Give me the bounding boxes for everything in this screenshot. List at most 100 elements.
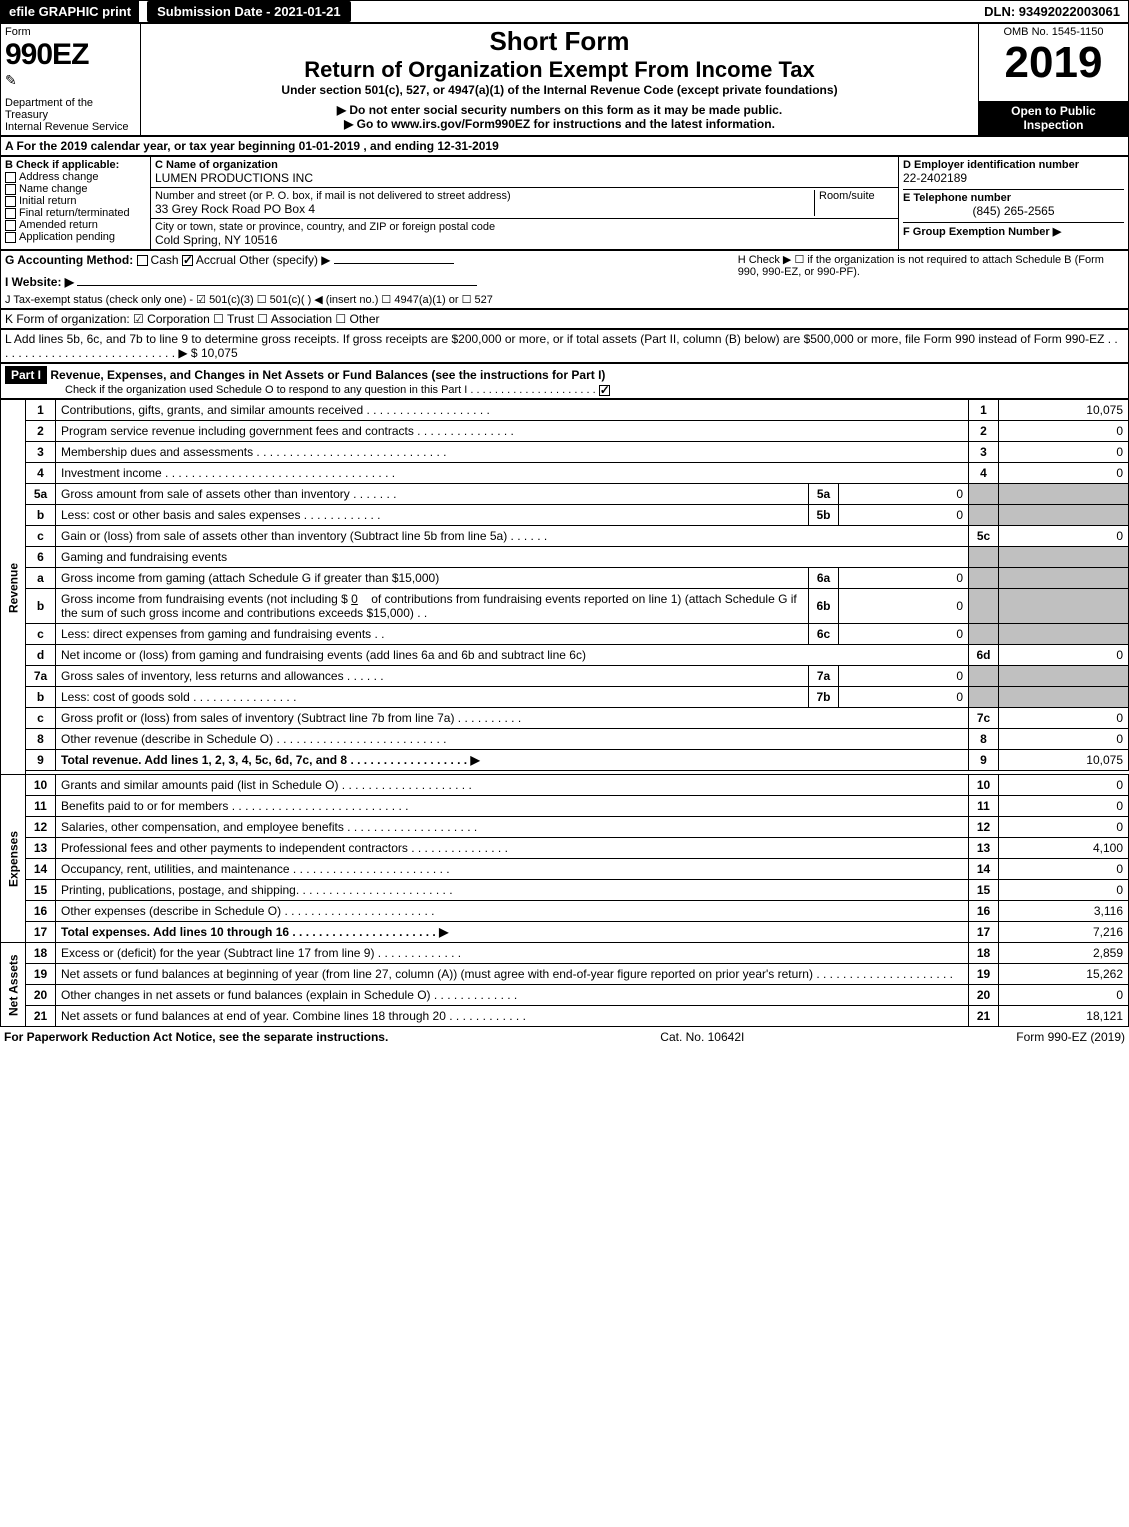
row-1-desc: Contributions, gifts, grants, and simila… <box>56 400 969 421</box>
row-18-num: 18 <box>26 943 56 964</box>
row-9-amt: 10,075 <box>999 750 1129 771</box>
row-9-desc: Total revenue. Add lines 1, 2, 3, 4, 5c,… <box>56 750 969 771</box>
b-item-2: Initial return <box>19 195 76 207</box>
row-6c-box: 6c <box>809 624 839 645</box>
open-to-public: Open to Public Inspection <box>979 101 1129 135</box>
row-5a-desc: Gross amount from sale of assets other t… <box>56 484 809 505</box>
ein-value: 22-2402189 <box>903 171 1124 185</box>
row-8-ln: 8 <box>969 729 999 750</box>
row-6b-val: 0 <box>839 589 969 624</box>
row-6b-d1: Gross income from fundraising events (no… <box>61 592 348 606</box>
row-12-ln: 12 <box>969 817 999 838</box>
irs-label: Internal Revenue Service <box>5 121 136 133</box>
g-accrual: Accrual <box>196 253 236 267</box>
row-10-ln: 10 <box>969 775 999 796</box>
g-other: Other (specify) ▶ <box>239 253 330 267</box>
footer-right: Form 990-EZ (2019) <box>1016 1030 1125 1044</box>
row-7c-amt: 0 <box>999 708 1129 729</box>
row-12-num: 12 <box>26 817 56 838</box>
omb-number: OMB No. 1545-1150 <box>983 26 1124 38</box>
dln-label: DLN: 93492022003061 <box>976 1 1128 22</box>
row-19-num: 19 <box>26 964 56 985</box>
row-4-desc: Investment income . . . . . . . . . . . … <box>56 463 969 484</box>
row-5b-box: 5b <box>809 505 839 526</box>
footer-mid: Cat. No. 10642I <box>660 1030 744 1044</box>
line-g-label: G Accounting Method: <box>5 253 133 267</box>
part-i-label: Part I <box>5 366 47 384</box>
row-14-desc: Occupancy, rent, utilities, and maintena… <box>56 859 969 880</box>
row-13-amt: 4,100 <box>999 838 1129 859</box>
b-item-0: Address change <box>19 171 99 183</box>
top-bar: efile GRAPHIC print Submission Date - 20… <box>0 0 1129 23</box>
row-5b-desc: Less: cost or other basis and sales expe… <box>56 505 809 526</box>
checkbox-name-change[interactable] <box>5 184 16 195</box>
row-16-ln: 16 <box>969 901 999 922</box>
row-5a-box: 5a <box>809 484 839 505</box>
row-20-ln: 20 <box>969 985 999 1006</box>
checkbox-address-change[interactable] <box>5 172 16 183</box>
row-1-num: 1 <box>26 400 56 421</box>
box-b: B Check if applicable: Address change Na… <box>1 157 151 250</box>
row-16-num: 16 <box>26 901 56 922</box>
line-i-label: I Website: ▶ <box>5 275 74 289</box>
efile-label[interactable]: efile GRAPHIC print <box>1 1 139 22</box>
checkbox-final-return[interactable] <box>5 208 16 219</box>
row-4-ln: 4 <box>969 463 999 484</box>
net-assets-section-label: Net Assets <box>1 943 26 1027</box>
checkbox-initial-return[interactable] <box>5 196 16 207</box>
row-13-ln: 13 <box>969 838 999 859</box>
form-number: 990EZ <box>5 38 136 72</box>
row-4-amt: 0 <box>999 463 1129 484</box>
row-1-amt: 10,075 <box>999 400 1129 421</box>
row-7c-desc: Gross profit or (loss) from sales of inv… <box>56 708 969 729</box>
box-c-street-label: Number and street (or P. O. box, if mail… <box>155 190 814 202</box>
row-1-ln: 1 <box>969 400 999 421</box>
b-item-3: Final return/terminated <box>19 207 130 219</box>
submission-date: Submission Date - 2021-01-21 <box>147 1 351 22</box>
row-18-desc: Excess or (deficit) for the year (Subtra… <box>56 943 969 964</box>
row-10-desc: Grants and similar amounts paid (list in… <box>56 775 969 796</box>
row-7c-ln: 7c <box>969 708 999 729</box>
box-e-label: E Telephone number <box>903 189 1124 204</box>
row-13-num: 13 <box>26 838 56 859</box>
row-3-amt: 0 <box>999 442 1129 463</box>
row-15-desc: Printing, publications, postage, and shi… <box>56 880 969 901</box>
row-6a-box: 6a <box>809 568 839 589</box>
row-14-amt: 0 <box>999 859 1129 880</box>
part-i-check-text: Check if the organization used Schedule … <box>65 384 596 396</box>
row-3-ln: 3 <box>969 442 999 463</box>
org-name: LUMEN PRODUCTIONS INC <box>155 171 894 185</box>
row-11-num: 11 <box>26 796 56 817</box>
row-6a-val: 0 <box>839 568 969 589</box>
checkbox-amended[interactable] <box>5 220 16 231</box>
row-8-desc: Other revenue (describe in Schedule O) .… <box>56 729 969 750</box>
row-6-header: Gaming and fundraising events <box>56 547 969 568</box>
row-5b-val: 0 <box>839 505 969 526</box>
return-title: Return of Organization Exempt From Incom… <box>145 57 974 83</box>
row-20-num: 20 <box>26 985 56 1006</box>
goto-link[interactable]: ▶ Go to www.irs.gov/Form990EZ for instru… <box>145 117 974 131</box>
row-19-ln: 19 <box>969 964 999 985</box>
box-f-label: F Group Exemption Number ▶ <box>903 222 1124 238</box>
box-d-label: D Employer identification number <box>903 159 1124 171</box>
row-17-num: 17 <box>26 922 56 943</box>
row-4-num: 4 <box>26 463 56 484</box>
row-5c-ln: 5c <box>969 526 999 547</box>
checkbox-accrual[interactable] <box>182 255 193 266</box>
row-10-amt: 0 <box>999 775 1129 796</box>
form-word: Form <box>5 26 136 38</box>
lines-table: Revenue 1 Contributions, gifts, grants, … <box>0 399 1129 1027</box>
row-6b-desc: Gross income from fundraising events (no… <box>56 589 809 624</box>
line-k: K Form of organization: ☑ Corporation ☐ … <box>1 310 1129 329</box>
row-17-desc: Total expenses. Add lines 10 through 16 … <box>56 922 969 943</box>
row-14-ln: 14 <box>969 859 999 880</box>
row-6d-ln: 6d <box>969 645 999 666</box>
row-21-ln: 21 <box>969 1006 999 1027</box>
checkbox-cash[interactable] <box>137 255 148 266</box>
row-2-amt: 0 <box>999 421 1129 442</box>
row-7b-box: 7b <box>809 687 839 708</box>
box-c-name-label: C Name of organization <box>155 159 894 171</box>
row-12-desc: Salaries, other compensation, and employ… <box>56 817 969 838</box>
checkbox-pending[interactable] <box>5 232 16 243</box>
checkbox-schedule-o[interactable] <box>599 385 610 396</box>
